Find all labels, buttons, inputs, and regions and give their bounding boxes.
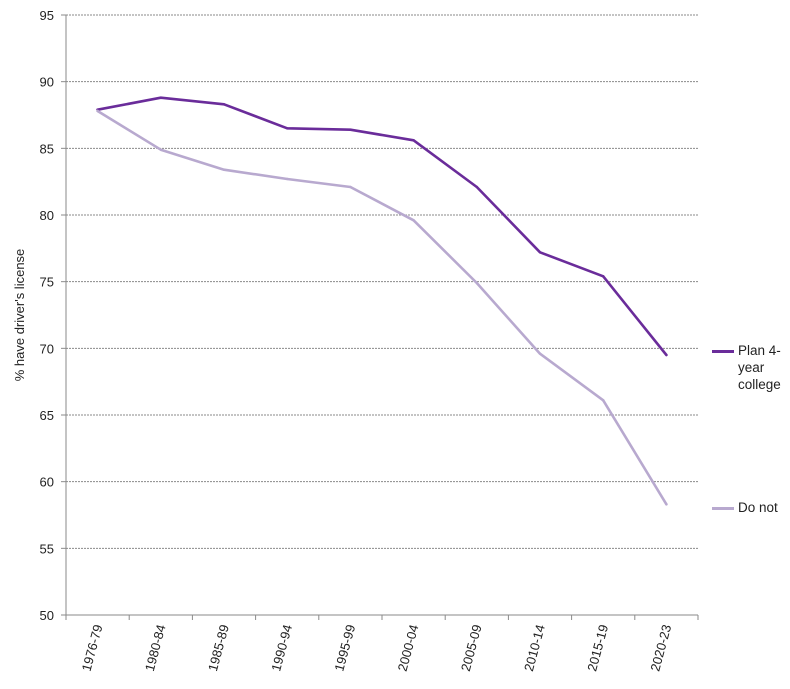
y-tick-label: 75 xyxy=(40,275,54,290)
y-axis-label: % have driver's license xyxy=(12,249,27,382)
y-tick-label: 85 xyxy=(40,141,54,156)
y-tick-label: 65 xyxy=(40,408,54,423)
data-point xyxy=(412,219,415,222)
data-point xyxy=(159,96,162,99)
legend-swatch-do-not xyxy=(712,507,734,510)
legend-label-plan-4-year-college: Plan 4-year college xyxy=(738,343,781,392)
data-point xyxy=(222,168,226,171)
data-point xyxy=(475,281,478,285)
legend-swatch-plan-4-year-college xyxy=(712,350,734,353)
data-point xyxy=(538,251,542,254)
y-tick-label: 70 xyxy=(40,341,54,356)
x-tick-label: 2020-23 xyxy=(647,623,674,673)
y-tick-label: 55 xyxy=(40,541,54,556)
data-point xyxy=(349,185,352,189)
x-tick-label: 1995-99 xyxy=(331,623,358,673)
data-point xyxy=(475,185,478,189)
data-point xyxy=(602,275,605,278)
x-tick-label: 1980-84 xyxy=(142,623,169,673)
y-tick-label: 60 xyxy=(40,475,54,490)
x-tick-label: 2015-19 xyxy=(584,623,611,673)
data-point xyxy=(286,127,289,130)
axes xyxy=(65,15,699,620)
y-tick-label: 90 xyxy=(40,75,54,90)
x-tick-label: 2000-04 xyxy=(395,623,422,673)
y-tick-label: 80 xyxy=(40,208,54,223)
gridlines xyxy=(61,14,698,616)
y-tick-label: 50 xyxy=(40,608,54,623)
data-point xyxy=(412,139,415,142)
data-point xyxy=(665,353,668,357)
data-point xyxy=(538,352,542,355)
y-tick-labels: 50 55 60 65 70 75 80 85 90 95 xyxy=(40,8,54,623)
series-lines xyxy=(96,96,668,506)
legend-item-plan-4-year-college: Plan 4-year college xyxy=(712,342,790,393)
series-line-do-not xyxy=(96,109,668,506)
x-tick-label: 1990-94 xyxy=(268,623,295,673)
x-tick-label: 1976-79 xyxy=(79,623,106,673)
data-point xyxy=(665,503,668,506)
x-tick-labels: 1976-79 1980-84 1985-89 1990-94 1995-99 2000-… xyxy=(79,623,675,673)
legend-label-do-not: Do not xyxy=(738,500,778,515)
data-point xyxy=(349,128,352,131)
data-point xyxy=(159,148,162,151)
x-tick-label: 2005-09 xyxy=(458,623,485,673)
data-point xyxy=(602,399,605,402)
series-line-plan-4-year-college xyxy=(96,96,668,357)
data-point xyxy=(222,103,226,106)
data-point xyxy=(96,109,99,113)
legend-item-do-not: Do not xyxy=(712,499,790,516)
x-tick-label: 1985-89 xyxy=(205,623,232,673)
data-point xyxy=(286,177,289,181)
x-tick-label: 2010-14 xyxy=(521,623,548,673)
y-tick-label: 95 xyxy=(40,8,54,23)
